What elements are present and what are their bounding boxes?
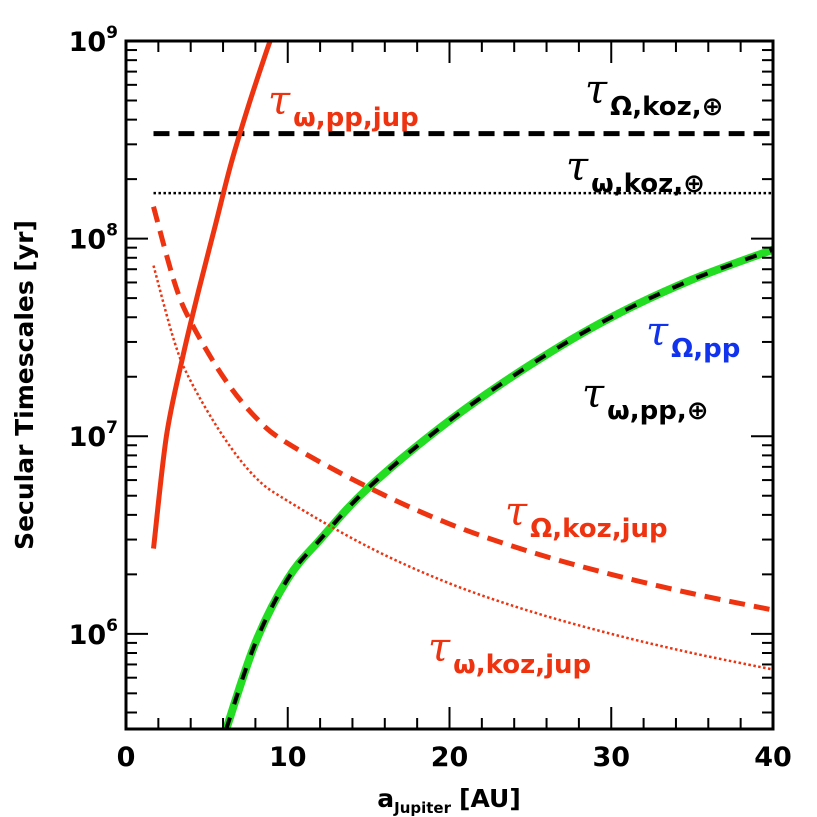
annotation-omega_koz_jup: τ ω,koz,jup <box>428 625 591 680</box>
axis-tick-labels: 0 10 20 30 40 106 107 108 109 <box>69 23 792 773</box>
series-line-Omega_koz_jup <box>151 206 773 613</box>
x-tick-label: 40 <box>754 742 792 773</box>
series-line-omega_pp_jup <box>151 41 273 549</box>
y-tick-label: 108 <box>69 221 118 256</box>
x-tick-label: 30 <box>592 742 630 773</box>
axis-ticks <box>125 40 774 729</box>
y-tick-label: 106 <box>69 616 118 651</box>
series-line-omega_koz_jup <box>152 265 773 671</box>
chart-series-group <box>151 41 773 729</box>
y-tick-label: 107 <box>69 418 118 453</box>
x-axis-title: aJupiter [AU] <box>377 784 521 817</box>
x-tick-label: 0 <box>117 742 136 773</box>
annotation-Omega_koz_jup: τ Ω,koz,jup <box>505 489 668 544</box>
y-axis-title: Secular Timescales [yr] <box>10 220 39 550</box>
annotation-omega_koz_earth: τ ω,koz,⊕ <box>566 144 705 199</box>
annotation-omega_pp_earth: τ ω,pp,⊕ <box>582 371 709 426</box>
x-tick-label: 10 <box>269 742 307 773</box>
curve-annotations: τ ω,pp,jup τ Ω,koz,⊕ τ ω,koz,⊕ τ Ω,pp τ ω,pp,⊕ τ Ω,… <box>268 67 740 680</box>
annotation-Omega_pp: τ Ω,pp <box>646 309 740 364</box>
y-tick-label: 109 <box>69 23 118 58</box>
annotation-omega_pp_jup: τ ω,pp,jup <box>268 78 419 133</box>
x-tick-label: 20 <box>431 742 469 773</box>
series-line-omega_pp_earth <box>224 247 773 729</box>
annotation-Omega_koz_earth: τ Ω,koz,⊕ <box>585 67 723 122</box>
